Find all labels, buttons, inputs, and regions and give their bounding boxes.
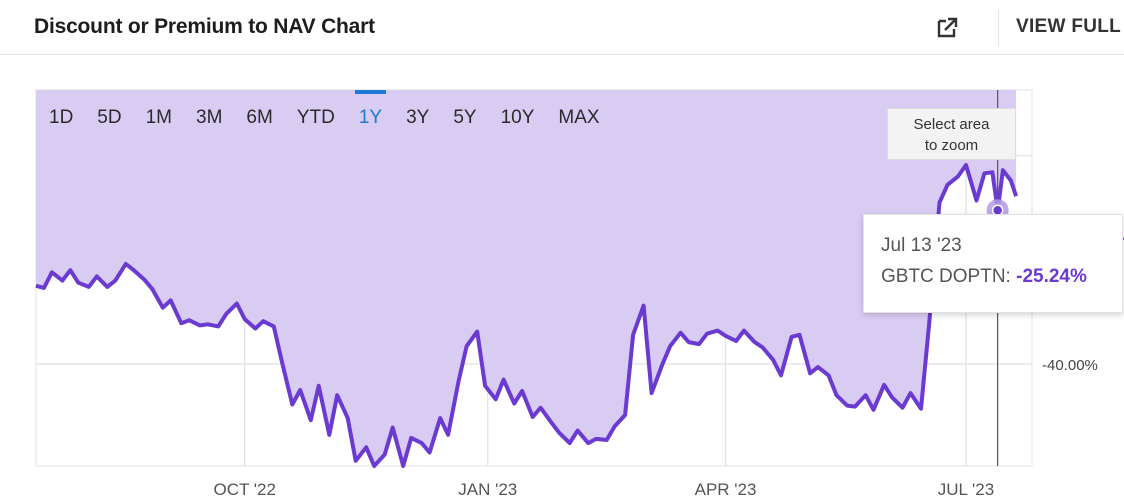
tooltip-value: -25.24% [1016, 266, 1087, 287]
y-tick-label: -40.00% [1042, 357, 1098, 374]
tooltip-row: GBTC DOPTN: -25.24% [881, 266, 1087, 288]
tooltip-date: Jul 13 '23 [881, 235, 962, 256]
x-tick-label: JAN '23 [458, 480, 517, 499]
zoom-hint: Select area to zoom [887, 108, 1016, 160]
zoom-hint-line2: to zoom [924, 137, 979, 154]
range-selector: 1D 5D 1M 3M 6M YTD 1Y 3Y 5Y 10Y MAX [37, 90, 612, 134]
tooltip-series: GBTC DOPTN: [881, 266, 1011, 287]
x-tick-label: JUL '23 [938, 480, 994, 499]
range-max[interactable]: MAX [558, 107, 600, 128]
range-10y[interactable]: 10Y [500, 107, 535, 128]
range-1m[interactable]: 1M [145, 107, 172, 128]
series-line [35, 163, 1018, 468]
range-5d[interactable]: 5D [97, 107, 122, 128]
range-3m[interactable]: 3M [196, 107, 223, 128]
external-link-icon[interactable] [933, 14, 961, 42]
chart-title: Discount or Premium to NAV Chart [34, 15, 375, 38]
x-axis-labels: OCT '22 JAN '23 APR '23 JUL '23 [213, 480, 994, 499]
range-6m[interactable]: 6M [246, 107, 273, 128]
zoom-hint-line1: Select area [913, 116, 990, 133]
range-1d[interactable]: 1D [49, 107, 74, 128]
view-full-button[interactable]: VIEW FULL [1016, 16, 1122, 37]
y-axis-labels: -40.00% [1042, 357, 1098, 374]
x-tick-label: APR '23 [695, 480, 757, 499]
range-3y[interactable]: 3Y [406, 107, 430, 128]
range-1y[interactable]: 1Y [347, 90, 394, 134]
data-tooltip: Jul 13 '23 GBTC DOPTN: -25.24% [863, 214, 1123, 313]
chart-header: Discount or Premium to NAV Chart VIEW FU… [0, 0, 1124, 55]
series-area [36, 90, 1017, 466]
header-divider [998, 10, 999, 46]
x-tick-label: OCT '22 [213, 480, 275, 499]
range-5y[interactable]: 5Y [453, 107, 477, 128]
range-ytd[interactable]: YTD [296, 107, 335, 128]
